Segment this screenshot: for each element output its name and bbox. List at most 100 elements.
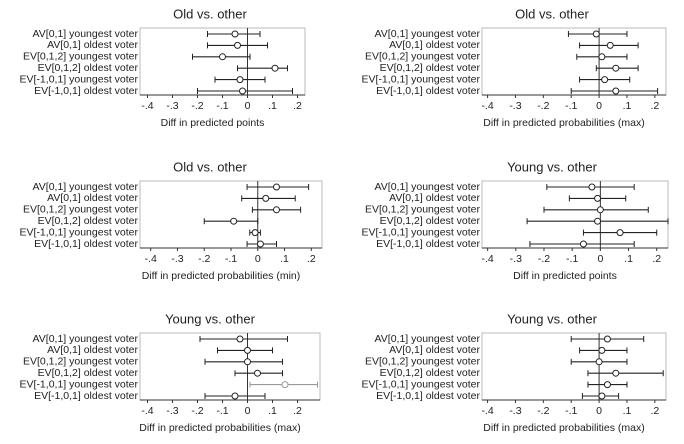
point-estimate xyxy=(594,194,602,202)
x-tick-label: -.3 xyxy=(509,100,521,112)
x-tick-label: -.4 xyxy=(145,253,157,265)
category-label: EV[0,1,2] oldest voter xyxy=(38,367,139,379)
panel-title: Young vs. other xyxy=(165,311,256,326)
x-tick-label: .2 xyxy=(652,253,661,265)
category-label: EV[0,1,2] youngest voter xyxy=(365,356,480,368)
x-tick-label: 0 xyxy=(255,253,261,265)
x-tick-label: -.1 xyxy=(566,253,578,265)
category-label: AV[0,1] oldest voter xyxy=(389,39,480,51)
category-label: EV[-1,0,1] oldest voter xyxy=(376,85,480,97)
point-estimate xyxy=(273,206,280,214)
point-estimate xyxy=(219,53,226,61)
point-estimate xyxy=(598,392,606,400)
category-label: AV[0,1] oldest voter xyxy=(47,39,138,51)
point-estimate xyxy=(595,358,603,366)
x-tick-label: .1 xyxy=(280,253,289,265)
x-axis-label: Diff in predicted points xyxy=(161,117,265,129)
category-label: EV[-1,0,1] youngest voter xyxy=(20,226,139,238)
x-tick-label: 0 xyxy=(596,405,602,417)
x-tick-label: .2 xyxy=(293,100,302,112)
x-axis-label: Diff in predicted probabilities (max) xyxy=(483,117,644,129)
x-tick-label: -.3 xyxy=(166,405,178,417)
x-tick-label: -.1 xyxy=(565,100,577,112)
category-label: EV[0,1,2] oldest voter xyxy=(38,215,139,227)
category-label: EV[0,1,2] youngest voter xyxy=(23,51,138,63)
x-tick-label: -.1 xyxy=(216,100,228,112)
point-estimate xyxy=(244,346,251,354)
x-axis-label: Diff in predicted points xyxy=(513,270,617,282)
x-tick-label: 0 xyxy=(596,100,602,112)
category-label: EV[-1,0,1] oldest voter xyxy=(376,390,480,402)
point-estimate xyxy=(603,335,611,343)
category-label: AV[0,1] youngest voter xyxy=(33,28,139,40)
x-tick-label: -.4 xyxy=(481,405,493,417)
point-estimate xyxy=(254,369,261,377)
panel-title: Old vs. other xyxy=(515,6,589,21)
category-label: EV[-1,0,1] oldest voter xyxy=(34,85,138,97)
category-label: EV[-1,0,1] youngest voter xyxy=(362,378,481,390)
x-tick-label: .1 xyxy=(624,253,633,265)
point-estimate xyxy=(579,240,587,248)
category-label: EV[0,1,2] youngest voter xyxy=(23,204,138,216)
point-estimate xyxy=(239,87,246,95)
panel-title: Young vs. other xyxy=(507,159,598,174)
x-tick-label: -.3 xyxy=(171,253,183,265)
x-tick-label: 0 xyxy=(245,100,251,112)
point-estimate xyxy=(606,41,614,49)
category-label: EV[-1,0,1] youngest voter xyxy=(362,226,481,238)
point-estimate xyxy=(244,358,251,366)
x-tick-label: .1 xyxy=(623,100,632,112)
panel-title: Old vs. other xyxy=(173,159,247,174)
point-estimate xyxy=(273,183,280,191)
category-label: EV[-1,0,1] oldest voter xyxy=(376,238,480,250)
category-label: EV[0,1,2] oldest voter xyxy=(380,367,481,379)
point-estimate xyxy=(594,217,602,225)
x-tick-label: -.4 xyxy=(141,100,153,112)
category-label: EV[-1,0,1] youngest voter xyxy=(20,73,139,85)
category-label: AV[0,1] oldest voter xyxy=(389,344,480,356)
x-tick-label: -.2 xyxy=(537,100,549,112)
category-label: EV[0,1,2] oldest voter xyxy=(380,62,481,74)
category-label: AV[0,1] oldest voter xyxy=(47,344,138,356)
category-label: AV[0,1] youngest voter xyxy=(375,333,481,345)
plot-frame xyxy=(139,332,321,401)
x-tick-label: .2 xyxy=(307,253,316,265)
x-tick-label: -.1 xyxy=(225,253,237,265)
point-estimate xyxy=(596,206,604,214)
plot-frame xyxy=(481,27,667,96)
plot-frame xyxy=(139,180,323,249)
category-label: AV[0,1] oldest voter xyxy=(389,192,480,204)
category-label: EV[-1,0,1] youngest voter xyxy=(362,73,481,85)
category-label: AV[0,1] oldest voter xyxy=(47,192,138,204)
point-estimate xyxy=(612,87,620,95)
category-label: AV[0,1] youngest voter xyxy=(33,333,139,345)
point-estimate xyxy=(234,41,241,49)
category-label: AV[0,1] youngest voter xyxy=(375,28,481,40)
x-tick-label: -.3 xyxy=(510,253,522,265)
point-estimate xyxy=(603,381,611,389)
x-axis-label: Diff in predicted probabilities (max) xyxy=(139,422,300,434)
point-estimate xyxy=(592,30,600,38)
point-estimate xyxy=(601,76,609,84)
point-estimate xyxy=(236,76,244,84)
category-label: EV[0,1,2] youngest voter xyxy=(365,51,480,63)
x-tick-label: 0 xyxy=(245,405,251,417)
point-estimate xyxy=(612,369,620,377)
category-label: AV[0,1] youngest voter xyxy=(375,181,481,193)
point-estimate xyxy=(262,194,270,202)
point-estimate xyxy=(230,217,238,225)
x-tick-label: -.1 xyxy=(216,405,228,417)
x-tick-label: -.1 xyxy=(565,405,577,417)
point-estimate xyxy=(271,64,279,72)
point-estimate xyxy=(588,183,596,191)
category-label: EV[-1,0,1] oldest voter xyxy=(34,238,138,250)
x-tick-label: -.3 xyxy=(166,100,178,112)
plot-frame xyxy=(481,180,669,249)
point-estimate xyxy=(231,392,239,400)
x-tick-label: -.2 xyxy=(198,253,210,265)
point-estimate xyxy=(251,229,259,237)
category-label: EV[0,1,2] oldest voter xyxy=(380,215,481,227)
x-tick-label: .2 xyxy=(650,405,659,417)
panel-title: Old vs. other xyxy=(173,6,247,21)
